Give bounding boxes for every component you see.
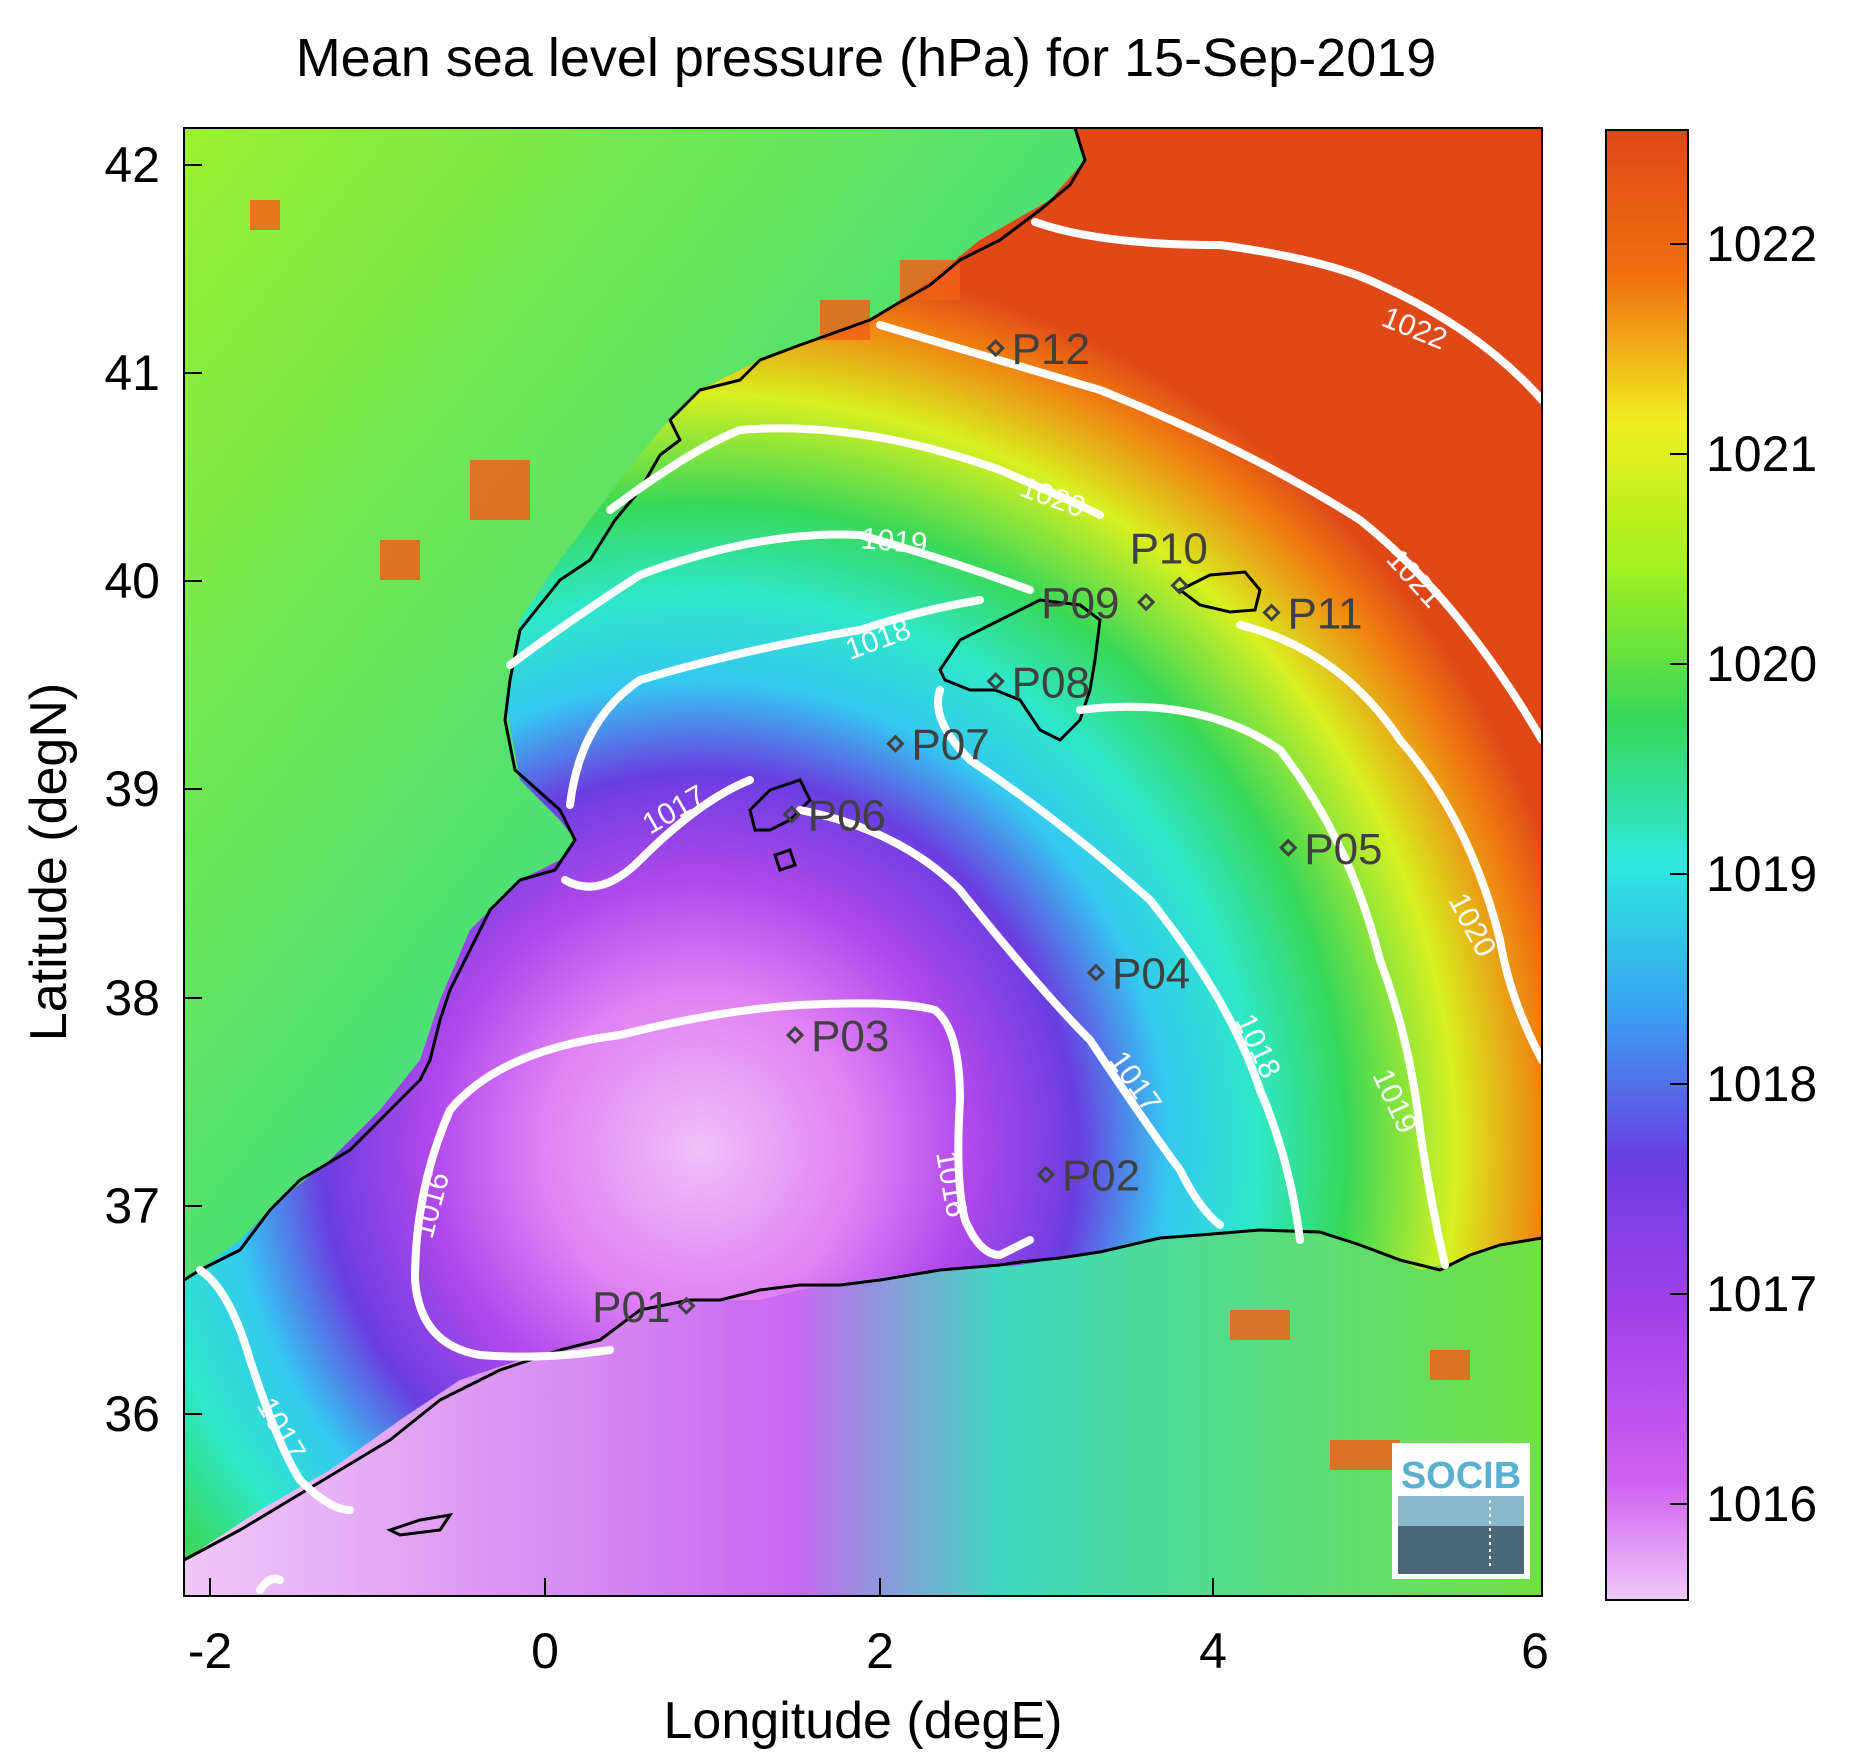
contour-1016 bbox=[411, 999, 1034, 1361]
colorbar-tick-label: 1016 bbox=[1706, 1476, 1817, 1532]
station-marker bbox=[986, 339, 1005, 358]
station-label: P03 bbox=[811, 1012, 889, 1061]
station-marker bbox=[886, 734, 905, 753]
island-formentera bbox=[773, 848, 797, 872]
y-tick-label: 39 bbox=[104, 761, 160, 817]
contour-1017-west bbox=[196, 1266, 354, 1594]
colorbar-tick-label: 1021 bbox=[1706, 426, 1817, 482]
contour-1018 bbox=[566, 596, 1304, 1244]
x-tick-label: -2 bbox=[188, 1623, 232, 1679]
plot-frame bbox=[183, 127, 1543, 1597]
station-marker bbox=[1086, 963, 1106, 982]
socib-logo-text: SOCIB bbox=[1401, 1455, 1521, 1497]
map-title: Mean sea level pressure (hPa) for 15-Sep… bbox=[296, 28, 1437, 88]
colorbar: 1022 1021 1020 1019 1018 1017 1016 bbox=[1605, 129, 1817, 1601]
station-label: P08 bbox=[1012, 658, 1090, 707]
colorbar-tick-label: 1018 bbox=[1706, 1056, 1817, 1112]
colorbar-tick-label: 1020 bbox=[1706, 636, 1817, 692]
station-label: P04 bbox=[1112, 950, 1190, 999]
land-north-africa bbox=[184, 1230, 1542, 1596]
coastline-north-africa bbox=[184, 1228, 1542, 1562]
station-label: P02 bbox=[1062, 1152, 1140, 1201]
pressure-field bbox=[184, 128, 1542, 1596]
contour-1017 bbox=[561, 776, 1224, 1229]
station-marker bbox=[785, 1026, 805, 1045]
y-tick-label: 41 bbox=[104, 345, 160, 401]
colorbar-tick-label: 1019 bbox=[1706, 846, 1817, 902]
island-mallorca bbox=[938, 598, 1102, 742]
contour-1022 bbox=[1031, 218, 1542, 404]
x-tick-label: 4 bbox=[1199, 1623, 1227, 1679]
contour-1021 bbox=[876, 321, 1542, 744]
colorbar-tick-label: 1017 bbox=[1706, 1266, 1817, 1322]
x-tick-label: 0 bbox=[531, 1623, 559, 1679]
station-label: P06 bbox=[808, 791, 886, 840]
station-marker bbox=[1137, 593, 1156, 612]
station-label: P01 bbox=[592, 1283, 670, 1332]
station-marker bbox=[986, 672, 1005, 691]
x-axis: -2 0 2 4 6 Longitude (degE) bbox=[188, 1578, 1549, 1750]
high-pressure-spots bbox=[250, 200, 1470, 1470]
y-tick-label: 38 bbox=[104, 970, 160, 1026]
socib-logo: SOCIB bbox=[1392, 1443, 1530, 1579]
station-label: P09 bbox=[1041, 579, 1119, 628]
station-marker bbox=[1170, 576, 1189, 595]
x-axis-label: Longitude (degE) bbox=[664, 1692, 1063, 1750]
station-marker bbox=[677, 1296, 696, 1315]
island-menorca bbox=[1177, 570, 1262, 614]
y-tick-label: 36 bbox=[104, 1386, 160, 1442]
contour-1020 bbox=[606, 424, 1542, 1064]
x-tick-label: 6 bbox=[1521, 1623, 1549, 1679]
y-axis-label: Latitude (degN) bbox=[20, 683, 78, 1041]
station-label: P07 bbox=[911, 721, 989, 770]
contour-label: 1019 bbox=[859, 522, 928, 561]
y-tick-label: 40 bbox=[104, 553, 160, 609]
station-label: P11 bbox=[1288, 590, 1363, 639]
colorbar-tick-label: 1022 bbox=[1706, 216, 1817, 272]
y-tick-label: 37 bbox=[104, 1178, 160, 1234]
station-marker bbox=[782, 805, 801, 824]
y-axis: 42 41 40 39 38 37 36 Latitude (degN) bbox=[20, 137, 202, 1442]
station-label: P05 bbox=[1304, 825, 1382, 874]
x-tick-label: 2 bbox=[866, 1623, 894, 1679]
station-label: P12 bbox=[1012, 325, 1090, 374]
island-alboran bbox=[386, 1512, 454, 1537]
y-tick-label: 42 bbox=[104, 137, 160, 193]
pressure-contours bbox=[196, 218, 1542, 1594]
colorbar-gradient bbox=[1605, 129, 1689, 1601]
station-label: P10 bbox=[1130, 524, 1208, 573]
land-iberia bbox=[184, 128, 1085, 1280]
station-marker bbox=[1279, 838, 1298, 857]
contour-1019 bbox=[506, 530, 1449, 1269]
station-marker bbox=[1262, 603, 1281, 622]
coastline-iberia bbox=[184, 128, 1087, 1282]
station-marker bbox=[1036, 1165, 1055, 1184]
